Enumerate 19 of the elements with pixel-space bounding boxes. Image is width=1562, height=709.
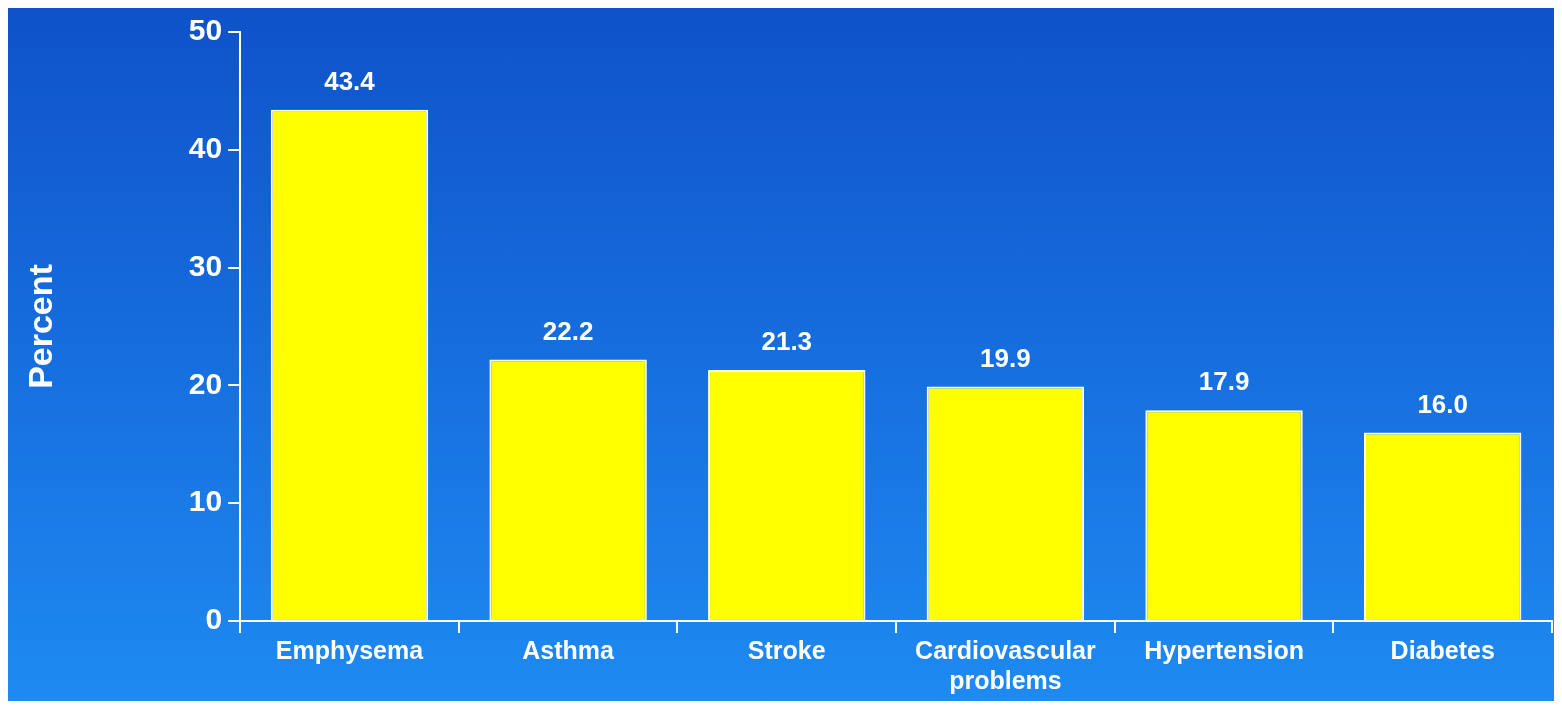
data-label: 22.2 [542, 315, 594, 346]
data-label: 43.4 [324, 65, 376, 96]
x-tick-label: Hypertension [1144, 635, 1304, 664]
y-tick-label: 10 [188, 484, 223, 518]
data-label: 16.0 [1417, 388, 1468, 419]
y-tick-label: 0 [205, 602, 223, 636]
x-tick-label: Cardiovascular problems [915, 635, 1096, 694]
data-label: 19.9 [980, 342, 1031, 373]
x-tick-label: Emphysema [275, 635, 425, 664]
y-tick-label: 20 [188, 366, 223, 400]
data-label: 21.3 [761, 326, 813, 357]
y-tick-label: 40 [188, 131, 223, 165]
x-tick-label: Asthma [522, 635, 616, 664]
y-axis-title: Percent [20, 264, 59, 389]
x-tick-label: Diabetes [1390, 635, 1495, 664]
x-tick-label: Stroke [747, 635, 826, 664]
y-tick-label: 50 [188, 13, 223, 47]
data-label: 17.9 [1198, 366, 1250, 397]
y-tick-label: 30 [188, 248, 223, 282]
